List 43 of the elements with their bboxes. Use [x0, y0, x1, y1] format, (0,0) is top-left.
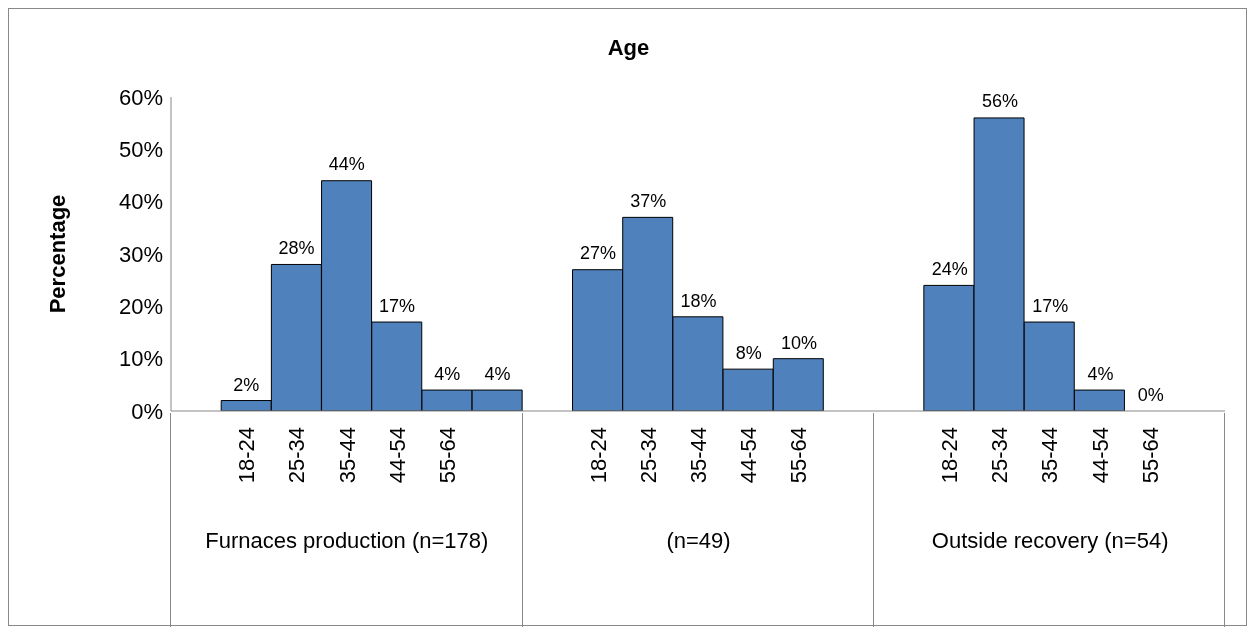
x-tick-label: 18-24 — [585, 427, 611, 484]
y-axis-title: Percentage — [44, 194, 70, 314]
data-label: 56% — [981, 91, 1018, 111]
data-label: 27% — [580, 243, 617, 264]
y-tick-label: 20% — [118, 294, 163, 320]
data-label: 4% — [1087, 364, 1114, 384]
data-label: 8% — [735, 343, 762, 363]
data-label: 24% — [931, 259, 968, 279]
y-tick-label: 50% — [118, 137, 163, 163]
chart-title: Age — [606, 35, 651, 61]
text: (n=49) — [665, 528, 732, 554]
text: Furnaces production (n=178) — [204, 528, 490, 554]
data-label: 4% — [484, 364, 511, 384]
data-label: 10% — [780, 332, 817, 353]
x-tick-label: 55-64 — [435, 427, 461, 484]
x-tick-label: 25-34 — [284, 427, 310, 484]
data-label: 4% — [434, 364, 461, 384]
y-tick-label: 40% — [118, 189, 163, 215]
x-tick-label: 44-54 — [1087, 427, 1113, 484]
data-label: 37% — [630, 190, 667, 211]
y-tick-label: 30% — [118, 241, 163, 267]
x-tick-label: 18-24 — [234, 427, 260, 484]
x-tick-label: 55-64 — [1137, 427, 1163, 484]
y-tick-label: 10% — [118, 346, 163, 372]
data-label: 17% — [1032, 295, 1069, 316]
data-label: 0% — [1137, 385, 1164, 405]
data-label: 44% — [328, 154, 365, 174]
x-tick-label: 35-44 — [686, 427, 711, 484]
x-tick-label: 18-24 — [936, 427, 962, 484]
x-tick-label: 44-54 — [384, 427, 410, 484]
x-tick-label: 55-64 — [786, 427, 812, 484]
data-label: 18% — [680, 290, 717, 311]
data-label: 17% — [379, 295, 416, 316]
text: Outside recovery (n=54) — [930, 528, 1170, 554]
x-tick-label: 35-44 — [1037, 427, 1063, 484]
x-tick-label: 25-34 — [987, 427, 1013, 484]
x-tick-label: 44-54 — [736, 427, 762, 484]
y-tick-label: 0% — [131, 398, 163, 424]
x-tick-label: 25-34 — [635, 427, 661, 484]
x-tick-label: 35-44 — [334, 427, 360, 484]
data-label: 2% — [233, 374, 260, 395]
data-label: 28% — [278, 238, 315, 258]
y-tick-label: 60% — [118, 84, 163, 110]
